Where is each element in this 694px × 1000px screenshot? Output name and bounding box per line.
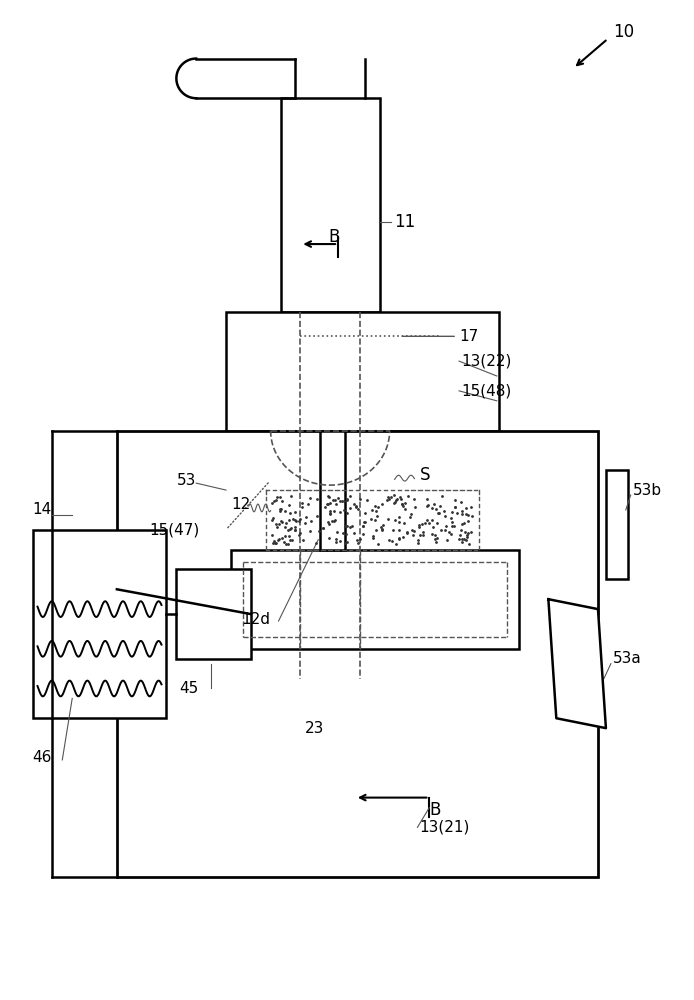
Bar (33, 530, 167, 718)
Text: B: B (328, 228, 339, 246)
Text: 15(47): 15(47) (150, 522, 200, 537)
Text: B: B (430, 801, 441, 819)
Text: 53: 53 (176, 473, 196, 488)
Text: 13(21): 13(21) (419, 820, 470, 835)
Bar (320, 431, 345, 550)
Bar (117, 431, 598, 877)
Bar (176, 569, 251, 659)
Bar (280, 98, 380, 312)
Text: 12d: 12d (241, 612, 270, 627)
Bar (231, 550, 518, 649)
Polygon shape (548, 599, 606, 728)
Bar (226, 312, 499, 431)
Text: 23: 23 (305, 721, 325, 736)
Text: 45: 45 (179, 681, 198, 696)
Text: 13(22): 13(22) (461, 354, 511, 369)
Text: 12: 12 (231, 497, 250, 512)
Bar (606, 470, 628, 579)
Text: 17: 17 (459, 329, 478, 344)
Text: S: S (419, 466, 430, 484)
Text: 11: 11 (395, 213, 416, 231)
Text: 53b: 53b (633, 483, 662, 498)
Text: 15(48): 15(48) (461, 383, 511, 398)
Text: 53a: 53a (613, 651, 642, 666)
Text: 46: 46 (33, 750, 52, 765)
Text: 10: 10 (613, 23, 634, 41)
Text: 14: 14 (33, 502, 52, 517)
